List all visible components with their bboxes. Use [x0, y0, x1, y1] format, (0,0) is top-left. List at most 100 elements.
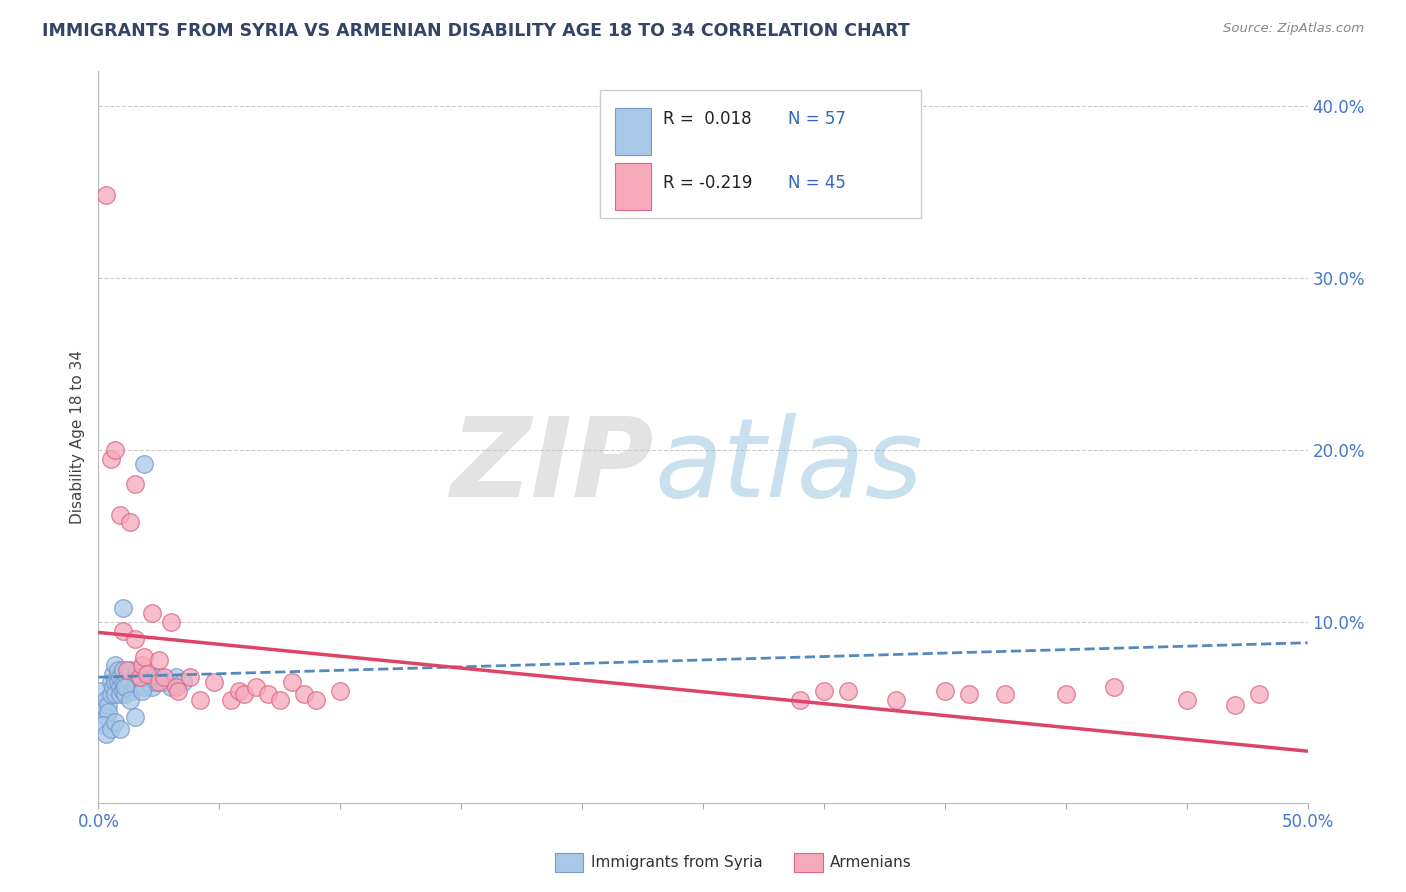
Point	[128, 670, 150, 684]
Point	[292, 687, 315, 701]
FancyBboxPatch shape	[600, 89, 921, 218]
Y-axis label: Disability Age 18 to 34: Disability Age 18 to 34	[70, 350, 86, 524]
Point	[114, 687, 136, 701]
Text: IMMIGRANTS FROM SYRIA VS ARMENIAN DISABILITY AGE 18 TO 34 CORRELATION CHART: IMMIGRANTS FROM SYRIA VS ARMENIAN DISABI…	[42, 22, 910, 40]
Point	[221, 692, 243, 706]
Text: Source: ZipAtlas.com: Source: ZipAtlas.com	[1223, 22, 1364, 36]
Point	[1054, 687, 1077, 701]
Point	[91, 701, 114, 715]
Point	[245, 681, 267, 695]
Point	[100, 675, 122, 690]
Point	[228, 684, 250, 698]
Point	[131, 675, 153, 690]
Point	[232, 687, 254, 701]
Point	[107, 670, 129, 684]
Text: N = 45: N = 45	[787, 174, 845, 193]
Point	[128, 670, 150, 684]
Point	[1102, 681, 1125, 695]
Text: N = 57: N = 57	[787, 110, 845, 128]
Text: ZIP: ZIP	[451, 413, 655, 520]
Text: R = -0.219: R = -0.219	[664, 174, 752, 193]
Point	[111, 663, 134, 677]
Point	[111, 624, 134, 638]
Point	[165, 670, 187, 684]
Point	[124, 681, 146, 695]
Point	[94, 692, 117, 706]
Point	[100, 451, 122, 466]
Point	[127, 663, 149, 677]
Point	[107, 663, 129, 677]
Point	[114, 681, 136, 695]
Point	[1223, 698, 1246, 712]
Point	[100, 687, 122, 701]
Point	[108, 508, 131, 523]
Point	[94, 710, 117, 724]
Point	[256, 687, 278, 701]
Point	[100, 722, 122, 736]
Point	[118, 663, 141, 677]
Point	[886, 692, 908, 706]
Point	[152, 670, 174, 684]
Point	[90, 684, 112, 698]
Point	[118, 692, 141, 706]
Point	[305, 692, 328, 706]
Point	[789, 692, 811, 706]
Point	[152, 675, 174, 690]
Point	[131, 684, 153, 698]
Point	[1175, 692, 1198, 706]
Point	[104, 714, 127, 729]
Point	[127, 675, 149, 690]
Text: Armenians: Armenians	[830, 855, 911, 870]
Point	[124, 632, 146, 647]
Point	[111, 675, 134, 690]
Point	[141, 681, 163, 695]
Point	[104, 658, 127, 673]
Point	[148, 675, 170, 690]
Point	[131, 658, 153, 673]
Point	[124, 710, 146, 724]
Point	[138, 675, 160, 690]
Point	[97, 698, 120, 712]
Point	[111, 601, 134, 615]
Point	[94, 188, 117, 202]
Point	[204, 675, 226, 690]
Point	[167, 684, 190, 698]
Text: Immigrants from Syria: Immigrants from Syria	[591, 855, 762, 870]
Point	[281, 675, 304, 690]
Point	[135, 670, 157, 684]
Point	[94, 727, 117, 741]
Point	[124, 670, 146, 684]
Point	[101, 666, 124, 681]
Point	[135, 666, 157, 681]
Point	[108, 722, 131, 736]
Point	[91, 718, 114, 732]
Point	[994, 687, 1017, 701]
Point	[104, 687, 127, 701]
Point	[329, 684, 352, 698]
Point	[101, 681, 124, 695]
Point	[957, 687, 980, 701]
Point	[188, 692, 211, 706]
FancyBboxPatch shape	[614, 108, 651, 155]
Point	[145, 675, 167, 690]
Point	[117, 663, 139, 677]
Point	[111, 684, 134, 698]
Point	[134, 681, 156, 695]
FancyBboxPatch shape	[614, 163, 651, 211]
Point	[104, 675, 127, 690]
Point	[108, 681, 131, 695]
Point	[134, 457, 156, 471]
Point	[117, 670, 139, 684]
Point	[118, 516, 141, 530]
Point	[114, 675, 136, 690]
Point	[179, 670, 201, 684]
Point	[837, 684, 859, 698]
Point	[148, 653, 170, 667]
Point	[269, 692, 291, 706]
Point	[165, 681, 187, 695]
Text: atlas: atlas	[655, 413, 924, 520]
Point	[148, 670, 170, 684]
Point	[97, 705, 120, 719]
Point	[141, 607, 163, 621]
Point	[117, 681, 139, 695]
